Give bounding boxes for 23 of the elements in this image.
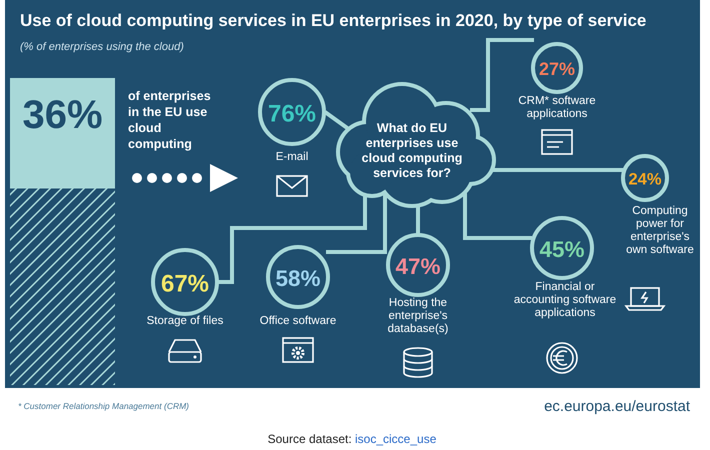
- data-label: 47%: [395, 254, 441, 279]
- source-note: Source dataset:: [268, 432, 352, 446]
- text: isoc_cicce_use: [352, 432, 437, 446]
- text: * Customer Relationship Management (CRM): [18, 401, 190, 411]
- category-label: E-mail: [276, 151, 308, 163]
- data-label: 45%: [539, 237, 585, 262]
- category-label: Financial or accounting software applications: [514, 281, 616, 319]
- text: ec.europa.eu/eurostat: [544, 398, 691, 415]
- text: What do EU enterprises use cloud computing services for?: [362, 121, 462, 180]
- category-label: Office software: [260, 315, 336, 327]
- data-label: 58%: [275, 266, 321, 291]
- category-label: CRM* software applications: [518, 95, 596, 120]
- category-label: Hosting the enterprise's database(s): [388, 297, 449, 335]
- category-label: Computing power for enterprise's own software: [626, 205, 694, 256]
- data-label: 36%: [22, 93, 103, 137]
- text: Use of cloud computing services in EU enterprises in 2020, by type of service: [20, 11, 646, 30]
- data-label: 76%: [268, 100, 316, 128]
- data-label: 24%: [628, 170, 662, 189]
- data-label: 67%: [160, 270, 210, 298]
- data-label: 27%: [538, 59, 576, 80]
- text: (% of enterprises using the cloud): [20, 41, 184, 53]
- category-label: Storage of files: [146, 315, 224, 327]
- category-label: of enterprises in the EU use cloud computing: [128, 89, 211, 151]
